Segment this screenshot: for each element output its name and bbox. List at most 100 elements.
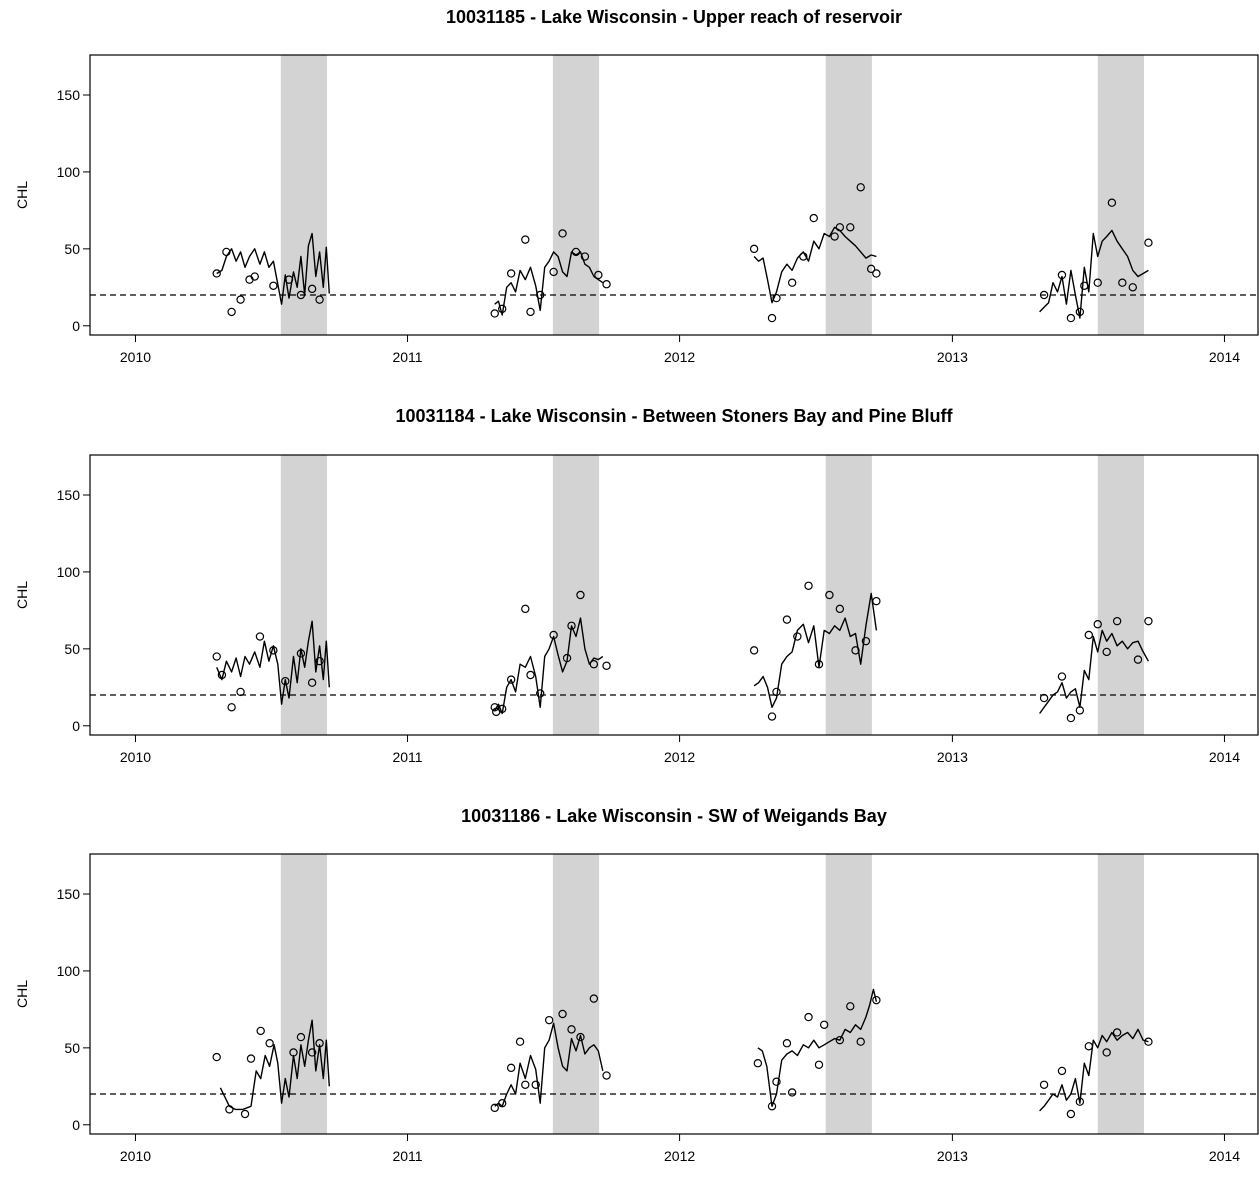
data-point: [580, 252, 590, 261]
data-point: [804, 1012, 813, 1022]
data-point: [544, 1015, 554, 1025]
data-point: [767, 712, 777, 721]
data-point: [1112, 1028, 1122, 1037]
data-point: [284, 275, 294, 284]
y-tick-label: 150: [57, 886, 81, 902]
data-point: [521, 1080, 530, 1089]
data-point: [872, 596, 881, 606]
series-line: [757, 988, 878, 1108]
shaded-period: [552, 55, 600, 335]
data-point: [772, 293, 781, 303]
y-tick-label: 50: [64, 241, 80, 257]
data-point: [562, 653, 572, 663]
y-tick-label: 0: [72, 718, 80, 734]
series-line: [494, 251, 604, 316]
data-point: [576, 1032, 585, 1042]
data-point: [307, 1048, 317, 1057]
data-point: [506, 1063, 516, 1073]
data-point: [819, 1020, 829, 1029]
data-point: [809, 213, 818, 223]
data-point: [265, 1039, 274, 1048]
data-point: [315, 295, 324, 304]
shaded-period: [825, 55, 872, 335]
data-point: [767, 313, 777, 323]
data-point: [1075, 307, 1085, 317]
data-point: [856, 1037, 865, 1046]
data-point: [753, 1059, 763, 1068]
data-point: [307, 284, 317, 294]
shaded-period: [1097, 55, 1144, 335]
data-point: [490, 1103, 499, 1113]
data-point: [772, 1077, 781, 1086]
series-line: [494, 1022, 604, 1108]
series-line: [216, 232, 330, 305]
data-point: [307, 678, 317, 687]
data-point: [767, 1102, 777, 1111]
data-point: [1128, 283, 1137, 292]
y-tick-label: 150: [57, 487, 81, 503]
x-tick-label: 2014: [1209, 1148, 1240, 1164]
data-point: [1133, 655, 1143, 664]
shaded-period: [280, 854, 328, 1134]
data-point: [526, 307, 535, 317]
data-point: [856, 183, 865, 192]
shaded-period: [1097, 455, 1144, 735]
data-point: [281, 676, 290, 686]
x-tick-label: 2013: [937, 349, 968, 365]
plot-frame: [89, 454, 1259, 736]
chart-title: 10031186 - Lake Wisconsin - SW of Weigan…: [461, 806, 887, 826]
data-point: [521, 604, 530, 614]
data-point: [497, 704, 507, 714]
data-point: [1075, 1097, 1085, 1106]
shaded-period: [552, 854, 600, 1134]
series-line: [219, 1019, 330, 1111]
data-point: [1102, 647, 1111, 657]
data-point: [567, 1025, 576, 1034]
data-point: [872, 995, 881, 1005]
data-point: [589, 660, 599, 669]
data-point: [227, 703, 236, 712]
y-tick-label: 100: [57, 963, 81, 979]
data-point: [799, 252, 808, 261]
data-point: [236, 295, 245, 304]
data-point: [236, 687, 245, 697]
x-tick-label: 2014: [1209, 749, 1240, 765]
x-tick-label: 2012: [664, 349, 695, 365]
chart-panel: 10031186 - Lake Wisconsin - SW of Weigan…: [14, 806, 1259, 1164]
shaded-period: [552, 455, 600, 735]
data-point: [1107, 198, 1117, 207]
data-point: [1057, 1066, 1067, 1076]
data-point: [227, 307, 236, 317]
data-point: [567, 621, 576, 630]
data-point: [256, 1026, 265, 1036]
data-point: [497, 1099, 507, 1108]
data-point: [549, 630, 558, 640]
x-tick-label: 2013: [937, 749, 968, 765]
data-point: [589, 994, 599, 1003]
data-point: [804, 581, 813, 590]
series-line: [753, 592, 878, 708]
data-point: [1039, 693, 1049, 703]
y-tick-label: 0: [72, 318, 80, 334]
data-point: [531, 1080, 540, 1089]
data-point: [814, 1060, 824, 1069]
data-point: [269, 281, 278, 290]
x-tick-label: 2010: [120, 349, 151, 365]
data-point: [225, 1105, 234, 1114]
x-tick-label: 2012: [664, 749, 695, 765]
x-tick-label: 2011: [392, 349, 422, 365]
y-tick-label: 100: [57, 164, 81, 180]
chart-panel: 10031184 - Lake Wisconsin - Between Ston…: [14, 406, 1259, 765]
data-point: [793, 632, 802, 641]
data-point: [296, 1032, 306, 1042]
data-point: [861, 636, 871, 646]
data-point: [772, 687, 781, 697]
series-line: [753, 226, 877, 304]
data-point: [521, 235, 530, 244]
data-point: [576, 590, 585, 600]
data-point: [497, 304, 507, 314]
data-point: [1112, 616, 1122, 626]
data-point: [1080, 281, 1089, 290]
y-tick-label: 50: [64, 1040, 80, 1056]
